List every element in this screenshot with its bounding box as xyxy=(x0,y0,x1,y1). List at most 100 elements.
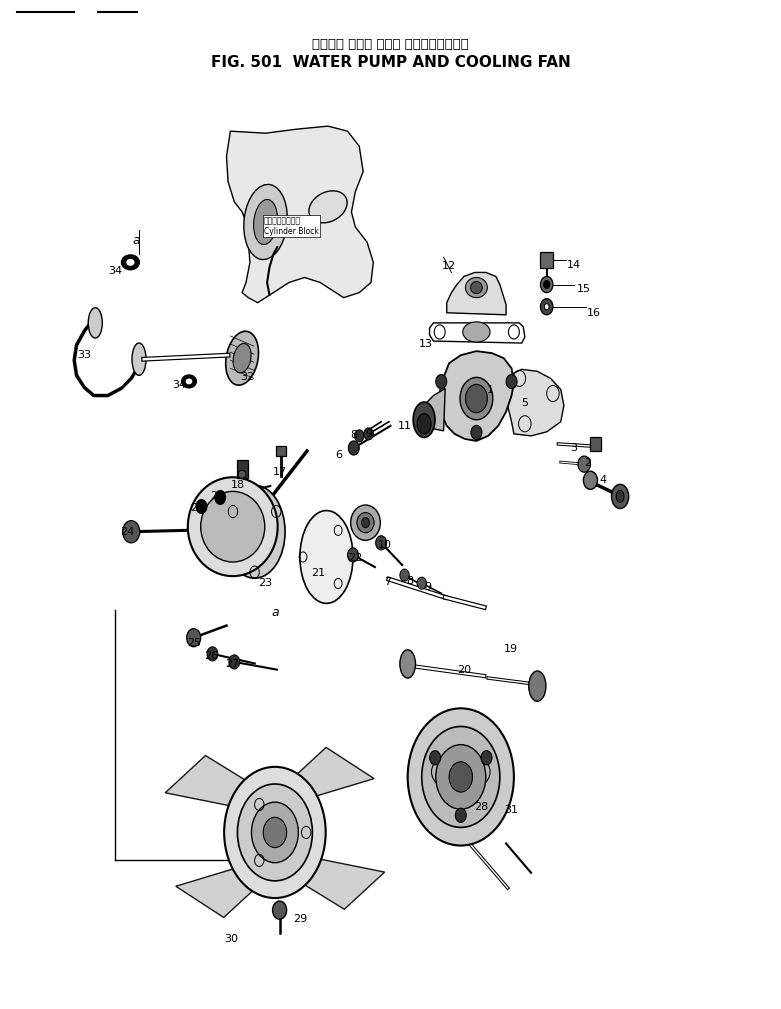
Text: 7: 7 xyxy=(383,577,391,587)
Circle shape xyxy=(273,901,287,919)
Text: 29: 29 xyxy=(294,914,308,924)
Circle shape xyxy=(544,281,550,289)
Ellipse shape xyxy=(417,414,431,434)
Text: 30: 30 xyxy=(224,934,238,944)
Polygon shape xyxy=(430,323,525,343)
Polygon shape xyxy=(439,351,514,441)
Circle shape xyxy=(540,299,553,315)
Ellipse shape xyxy=(244,185,287,259)
Circle shape xyxy=(123,521,140,543)
Text: ウォータ ポンプ および クーリングファン: ウォータ ポンプ および クーリングファン xyxy=(312,38,469,50)
Text: 6: 6 xyxy=(336,450,342,460)
Text: 16: 16 xyxy=(587,308,601,318)
Circle shape xyxy=(455,808,466,822)
Circle shape xyxy=(481,751,492,765)
Text: 34: 34 xyxy=(109,266,123,276)
Text: 12: 12 xyxy=(442,261,456,271)
Text: 15: 15 xyxy=(577,284,591,294)
Circle shape xyxy=(196,499,207,514)
Circle shape xyxy=(449,762,473,792)
Text: 27: 27 xyxy=(210,491,224,501)
Polygon shape xyxy=(295,748,374,796)
Circle shape xyxy=(348,548,358,562)
Circle shape xyxy=(540,276,553,293)
Circle shape xyxy=(207,647,218,661)
Circle shape xyxy=(251,802,298,863)
Circle shape xyxy=(436,374,447,388)
Text: 21: 21 xyxy=(312,568,326,578)
Polygon shape xyxy=(166,756,247,806)
Text: 25: 25 xyxy=(187,638,201,648)
Ellipse shape xyxy=(583,471,597,489)
Circle shape xyxy=(506,374,517,388)
Polygon shape xyxy=(422,388,445,431)
Text: 34: 34 xyxy=(173,380,187,390)
Ellipse shape xyxy=(122,255,139,269)
Circle shape xyxy=(355,430,364,442)
Text: 11: 11 xyxy=(398,421,412,431)
Text: 10: 10 xyxy=(378,540,392,550)
Text: 9: 9 xyxy=(365,429,373,439)
Circle shape xyxy=(364,428,373,440)
Circle shape xyxy=(436,745,486,809)
Polygon shape xyxy=(506,369,564,436)
Text: 9: 9 xyxy=(424,582,432,592)
Bar xyxy=(590,437,601,451)
Text: 17: 17 xyxy=(273,467,287,477)
Polygon shape xyxy=(226,126,373,303)
Bar xyxy=(540,252,553,268)
Ellipse shape xyxy=(351,504,380,541)
Ellipse shape xyxy=(309,191,347,223)
Circle shape xyxy=(417,577,426,589)
Text: 8: 8 xyxy=(406,576,414,586)
Circle shape xyxy=(348,441,359,455)
Text: a: a xyxy=(133,234,141,246)
Text: 4: 4 xyxy=(599,475,607,485)
Circle shape xyxy=(430,751,440,765)
Text: 3: 3 xyxy=(570,443,576,453)
Ellipse shape xyxy=(187,477,277,576)
Text: 22: 22 xyxy=(348,553,362,563)
Ellipse shape xyxy=(357,513,374,533)
Ellipse shape xyxy=(470,282,482,294)
Ellipse shape xyxy=(254,200,277,244)
Text: 24: 24 xyxy=(120,527,134,537)
Ellipse shape xyxy=(182,375,196,387)
Text: 28: 28 xyxy=(474,802,488,812)
Ellipse shape xyxy=(88,308,102,338)
Ellipse shape xyxy=(413,402,435,438)
Text: 27: 27 xyxy=(226,659,240,669)
Polygon shape xyxy=(176,869,255,917)
Bar xyxy=(237,460,248,478)
Circle shape xyxy=(187,629,201,647)
Text: 26: 26 xyxy=(204,651,218,661)
Text: 1: 1 xyxy=(487,385,494,396)
Ellipse shape xyxy=(465,277,487,298)
Ellipse shape xyxy=(462,322,490,342)
Text: 13: 13 xyxy=(419,339,433,349)
Text: 32: 32 xyxy=(241,372,255,382)
Ellipse shape xyxy=(465,384,487,413)
Ellipse shape xyxy=(224,485,285,578)
Ellipse shape xyxy=(226,331,259,385)
Circle shape xyxy=(471,426,482,440)
Ellipse shape xyxy=(233,343,251,373)
Circle shape xyxy=(376,536,387,550)
Ellipse shape xyxy=(616,490,624,502)
Ellipse shape xyxy=(300,511,353,603)
Circle shape xyxy=(263,817,287,848)
Polygon shape xyxy=(303,859,384,909)
Polygon shape xyxy=(447,272,506,315)
Ellipse shape xyxy=(238,470,246,478)
Text: 33: 33 xyxy=(77,350,91,360)
Circle shape xyxy=(237,784,312,881)
Circle shape xyxy=(408,708,514,846)
Circle shape xyxy=(215,490,226,504)
Circle shape xyxy=(544,304,549,310)
Ellipse shape xyxy=(201,491,265,562)
Text: 20: 20 xyxy=(457,665,471,675)
Ellipse shape xyxy=(612,484,629,509)
Text: 14: 14 xyxy=(567,260,581,270)
Text: シリンダブロック
Cylinder Block: シリンダブロック Cylinder Block xyxy=(264,216,319,236)
Text: 31: 31 xyxy=(504,805,518,815)
